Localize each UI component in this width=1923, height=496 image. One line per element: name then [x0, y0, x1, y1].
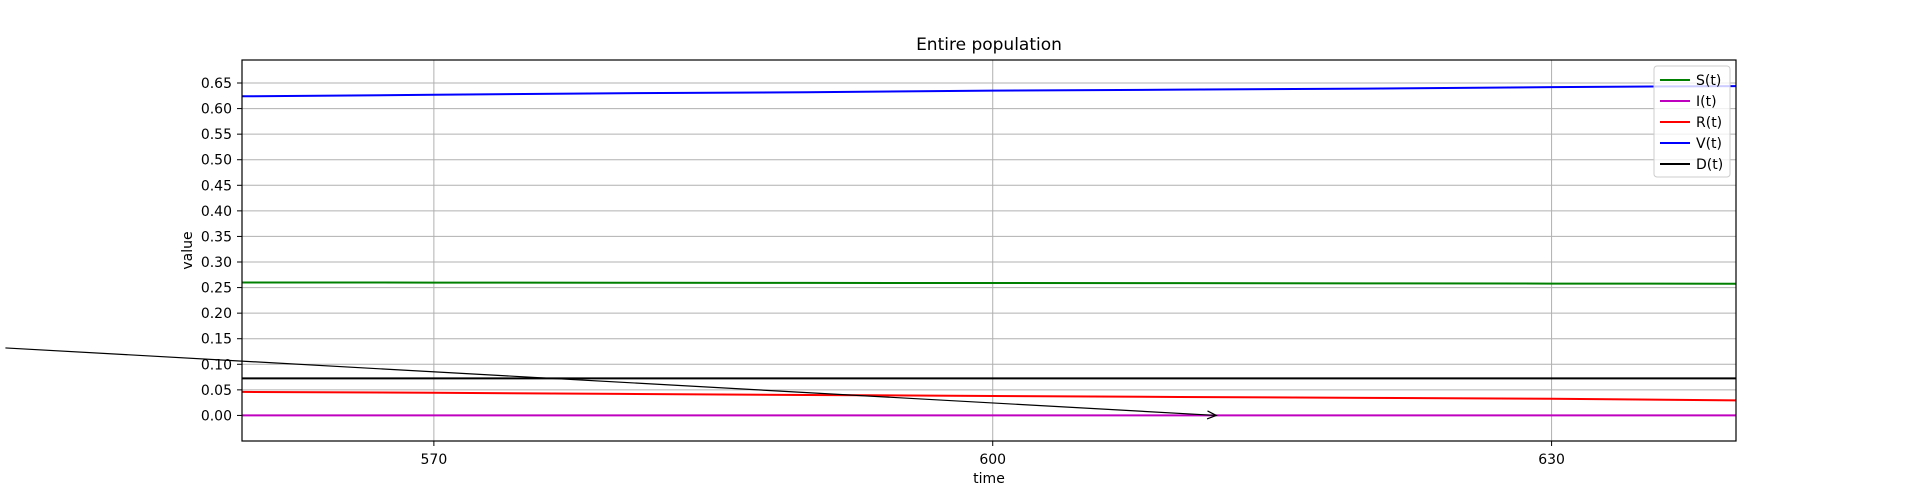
y-tick-label: 0.25: [201, 281, 232, 297]
legend-label: D(t): [1696, 157, 1723, 173]
y-tick-label: 0.05: [201, 383, 232, 399]
legend-label: I(t): [1696, 94, 1717, 110]
axis-ticks: 0.00 0.05 0.10 0.15 0.20 0.25 0.30 0.35 0.40 0.45…: [201, 76, 1565, 468]
legend-label: S(t): [1696, 73, 1721, 89]
y-axis-label: value: [180, 231, 196, 269]
legend: S(t) I(t) R(t) V(t) D(t): [1653, 65, 1731, 178]
y-tick-label: 0.40: [201, 204, 232, 220]
plot-area-frame: [241, 59, 1737, 442]
y-tick-label: 0.00: [201, 408, 232, 424]
y-tick-label: 0.45: [201, 178, 232, 194]
y-tick-label: 0.55: [201, 127, 232, 143]
series-lines: [241, 85, 1737, 417]
y-tick-label: 0.10: [201, 357, 232, 373]
series-line-r: [241, 390, 1737, 402]
y-tick-label: 0.15: [201, 332, 232, 348]
x-tick-label: 600: [979, 452, 1006, 468]
series-line-s: [241, 281, 1737, 285]
annotations: [5, 347, 1218, 420]
legend-label: V(t): [1696, 136, 1722, 152]
annotation-arrow-line: [5, 347, 1217, 417]
chart-title: Entire population: [916, 35, 1062, 55]
legend-label: R(t): [1696, 115, 1722, 131]
legend-box: [1653, 65, 1731, 178]
y-tick-label: 0.20: [201, 306, 232, 322]
y-tick-label: 0.60: [201, 102, 232, 118]
series-line-v: [241, 85, 1737, 98]
y-tick-label: 0.50: [201, 153, 232, 169]
x-tick-label: 570: [421, 452, 448, 468]
x-tick-label: 630: [1538, 452, 1565, 468]
annotation-arrow-head: [1206, 410, 1218, 420]
grid: [242, 60, 1736, 441]
y-tick-label: 0.65: [201, 76, 232, 92]
y-tick-label: 0.35: [201, 229, 232, 245]
x-axis-label: time: [973, 471, 1005, 487]
y-tick-label: 0.30: [201, 255, 232, 271]
